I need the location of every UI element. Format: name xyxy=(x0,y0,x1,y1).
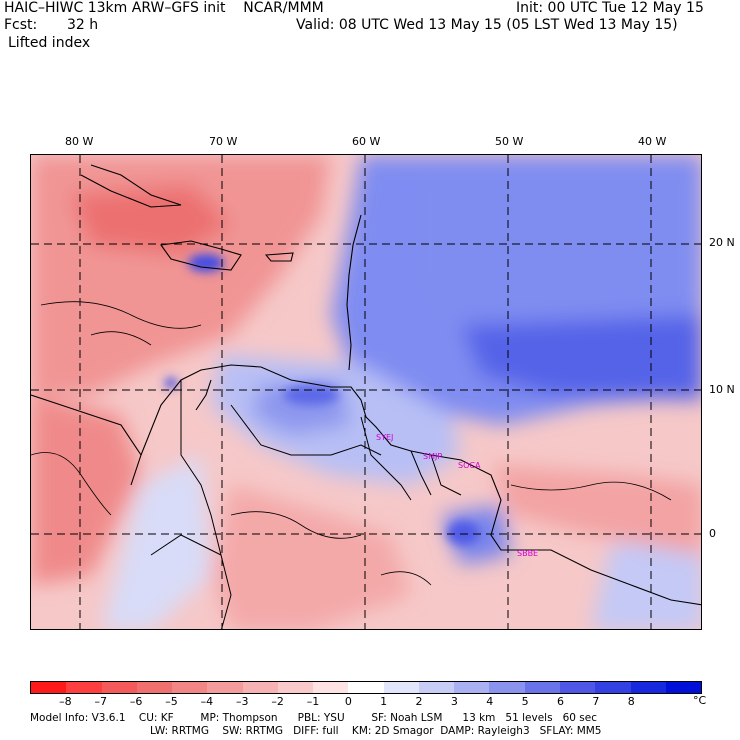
colorbar-cell xyxy=(207,682,243,693)
colorbar-tick-label: 1 xyxy=(380,695,388,708)
colorbar-cell xyxy=(489,682,525,693)
lifted-index-contours xyxy=(31,301,672,586)
model-title: HAIC–HIWC 13km ARW–GFS init NCAR/MMM xyxy=(4,0,324,16)
colorbar-tick-label: –3 xyxy=(235,695,249,708)
lifted-index-map xyxy=(30,154,702,630)
field-name: Lifted index xyxy=(8,35,91,51)
station-label: SMJP xyxy=(423,452,443,461)
lon-label-80w: 80 W xyxy=(65,135,94,148)
colorbar-cell xyxy=(242,682,278,693)
colorbar-tick-label: 5 xyxy=(521,695,529,708)
colorbar-unit: °C xyxy=(693,694,707,707)
colorbar-tick-label: –4 xyxy=(200,695,214,708)
colorbar-cell xyxy=(348,682,384,693)
coastlines xyxy=(31,164,701,606)
colorbar-tick-label: 4 xyxy=(486,695,494,708)
lat-label-10n: 10 N xyxy=(709,383,735,396)
lat-label-20n: 20 N xyxy=(709,236,735,249)
station-label: SYEJ xyxy=(376,433,394,442)
colorbar-cell xyxy=(66,682,102,693)
colorbar-cell xyxy=(630,682,666,693)
lon-label-70w: 70 W xyxy=(209,135,238,148)
colorbar-tick-label: –1 xyxy=(306,695,320,708)
colorbar-tick-label: 7 xyxy=(592,695,600,708)
model-info-line2: LW: RRTMG SW: RRTMG DIFF: full KM: 2D Sm… xyxy=(150,725,602,737)
colorbar-cell xyxy=(101,682,137,693)
colorbar-cell xyxy=(418,682,455,693)
forecast-hour: 32 h xyxy=(67,17,99,33)
colorbar-tick-label: 6 xyxy=(557,695,565,708)
colorbar-tick-label: 0 xyxy=(344,695,352,708)
colorbar-cell xyxy=(595,682,631,693)
model-info-line1: Model Info: V3.6.1 CU: KF MP: Thompson P… xyxy=(30,712,597,724)
colorbar-tick-label: 2 xyxy=(415,695,423,708)
lon-label-60w: 60 W xyxy=(352,135,381,148)
colorbar-tick-label: –5 xyxy=(165,695,178,708)
valid-time: Valid: 08 UTC Wed 13 May 15 (05 LST Wed … xyxy=(296,17,678,33)
colorbar-tick-label: 3 xyxy=(450,695,458,708)
lat-lon-grid xyxy=(31,155,701,629)
colorbar-cell xyxy=(454,682,490,693)
country-borders xyxy=(150,380,462,629)
colorbar-tick-label: 8 xyxy=(627,695,635,708)
station-label: SOCA xyxy=(458,461,481,470)
init-time: Init: 00 UTC Tue 12 May 15 xyxy=(516,0,704,16)
lon-label-40w: 40 W xyxy=(638,135,667,148)
map-canvas xyxy=(31,155,701,629)
colorbar-cell xyxy=(313,682,349,693)
colorbar-tick-label: –8 xyxy=(59,695,72,708)
colorbar-cell xyxy=(31,682,67,693)
colorbar-tick-label: –7 xyxy=(94,695,107,708)
lon-label-50w: 50 W xyxy=(495,135,524,148)
forecast-label: Fcst: xyxy=(4,17,38,33)
colorbar-cell xyxy=(524,682,560,693)
colorbar-cell xyxy=(559,682,596,693)
colorbar-tick-label: –6 xyxy=(129,695,143,708)
station-label: SBBE xyxy=(517,549,539,558)
colorbar-cell xyxy=(665,682,702,693)
colorbar-cell xyxy=(383,682,419,693)
lat-label-0: 0 xyxy=(709,527,716,540)
colorbar-cell xyxy=(277,682,314,693)
colorbar xyxy=(30,681,702,694)
colorbar-tick-label: –2 xyxy=(271,695,284,708)
colorbar-cell xyxy=(172,682,208,693)
colorbar-cell xyxy=(136,682,173,693)
